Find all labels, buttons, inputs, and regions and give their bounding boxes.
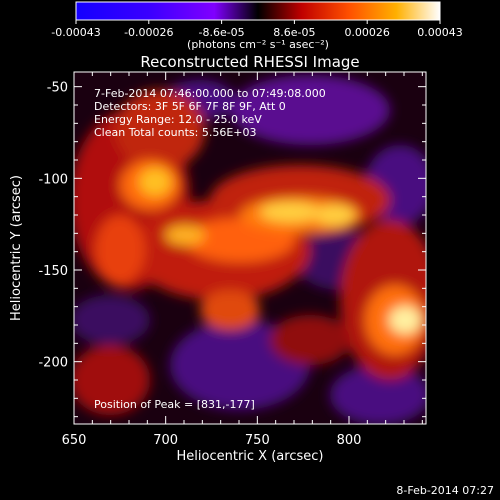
peak-position-label: Position of Peak = [831,-177] bbox=[94, 398, 255, 411]
colorbar-tick-label: 0.00026 bbox=[344, 26, 390, 39]
x-tick-label: 650 bbox=[62, 433, 87, 448]
x-tick-label: 800 bbox=[337, 433, 362, 448]
footer-timestamp: 8-Feb-2014 07:27 bbox=[396, 484, 494, 497]
y-axis-label: Heliocentric Y (arcsec) bbox=[9, 175, 24, 321]
image-area bbox=[74, 72, 426, 424]
colorbar-tick-label: 8.6e-05 bbox=[273, 26, 315, 39]
colorbar-tick-label: -8.6e-05 bbox=[198, 26, 244, 39]
colorbar-tick-label: -0.00043 bbox=[51, 26, 100, 39]
y-tick-label: -100 bbox=[38, 172, 68, 187]
annotation-line: Detectors: 3F 5F 6F 7F 8F 9F, Att 0 bbox=[94, 100, 286, 113]
y-tick-label: -50 bbox=[47, 81, 68, 96]
x-tick-label: 700 bbox=[153, 433, 178, 448]
y-tick-label: -200 bbox=[38, 356, 68, 371]
colorbar-tick-label: -0.00026 bbox=[124, 26, 173, 39]
annotation-line: Clean Total counts: 5.56E+03 bbox=[94, 126, 257, 139]
y-tick-label: -150 bbox=[38, 264, 68, 279]
colorbar-ticks: -0.00043 -0.00026 -8.6e-05 8.6e-05 0.00026 0.… bbox=[51, 20, 463, 39]
x-tick-label: 750 bbox=[245, 433, 270, 448]
colorbar-gradient bbox=[75, 1, 441, 21]
colorbar: -0.00043 -0.00026 -8.6e-05 8.6e-05 0.00026 0.… bbox=[51, 1, 463, 51]
chart-title: Reconstructed RHESSI Image bbox=[140, 53, 359, 71]
y-axis: -50 -100 -150 -200 bbox=[38, 81, 426, 418]
annotation-block: 7-Feb-2014 07:46:00.000 to 07:49:08.000D… bbox=[94, 87, 326, 139]
emission-map bbox=[74, 75, 426, 424]
colorbar-tick-label: 0.00043 bbox=[417, 26, 463, 39]
annotation-line: 7-Feb-2014 07:46:00.000 to 07:49:08.000 bbox=[94, 87, 326, 100]
x-axis: 650 700 750 800 bbox=[62, 72, 423, 448]
x-axis-label: Heliocentric X (arcsec) bbox=[177, 449, 324, 464]
colorbar-unit-label: (photons cm⁻² s⁻¹ asec⁻²) bbox=[187, 38, 329, 51]
plot-frame bbox=[73, 71, 427, 425]
annotation-line: Energy Range: 12.0 - 25.0 keV bbox=[94, 113, 262, 126]
